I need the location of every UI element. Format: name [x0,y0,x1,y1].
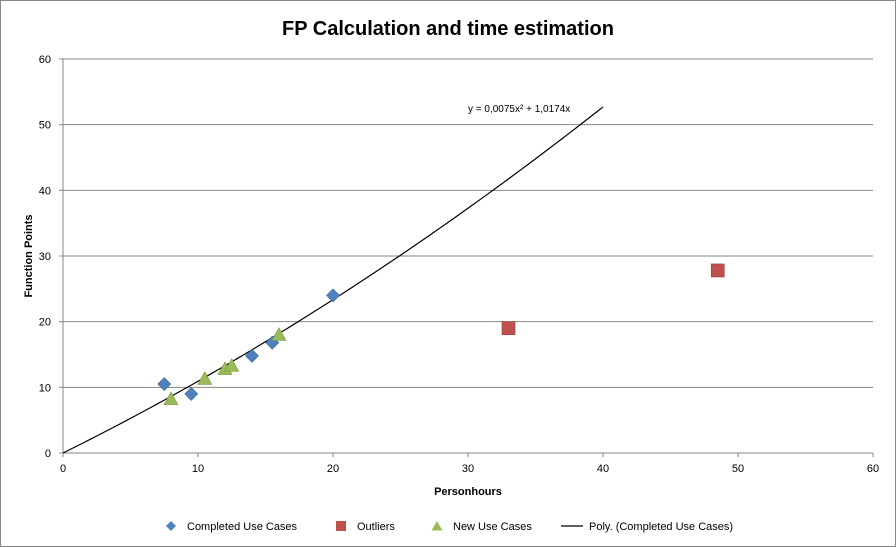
data-point [197,371,213,385]
trendline [62,106,604,454]
data-point [245,348,259,363]
trendline-equation: y = 0,0075x² + 1,0174x [468,104,570,115]
legend-marker [166,521,176,531]
y-tick-label: 40 [39,185,51,197]
trendline-layer: y = 0,0075x² + 1,0174x [62,104,604,454]
tick-labels: 0 10 20 30 40 50 60 0 10 20 30 40 50 60 [39,54,879,475]
data-point [163,391,179,406]
legend-label: Outliers [357,521,395,533]
legend-label: Completed Use Cases [187,521,298,533]
legend-marker [336,521,346,531]
data-point [224,358,240,372]
x-tick-label: 0 [60,463,66,475]
x-tick-label: 30 [462,463,474,475]
x-tick-label: 50 [732,463,744,475]
y-axis-title: Function Points [23,214,35,297]
y-tick-label: 10 [39,382,51,394]
y-tick-label: 50 [39,120,51,132]
data-point [271,327,287,341]
axes [59,58,874,457]
x-tick-label: 40 [597,463,609,475]
gridlines [63,58,873,388]
chart-title: FP Calculation and time estimation [282,18,614,40]
legend: Completed Use Cases Outliers New Use Cases… [166,521,733,533]
x-tick-label: 10 [192,463,204,475]
data-points [157,263,725,406]
data-point [326,288,340,303]
y-tick-label: 20 [39,317,51,329]
data-point [184,386,199,401]
y-tick-label: 30 [39,251,51,263]
y-tick-label: 60 [39,54,51,66]
legend-label: New Use Cases [453,521,532,533]
x-tick-label: 60 [867,463,879,475]
data-point [157,377,172,391]
y-tick-label: 0 [45,448,51,460]
data-point [501,321,516,336]
legend-label: Poly. (Completed Use Cases) [589,521,733,533]
x-tick-label: 20 [327,463,339,475]
legend-marker [431,521,443,531]
x-axis-title: Personhours [434,486,502,498]
data-point [710,263,725,278]
